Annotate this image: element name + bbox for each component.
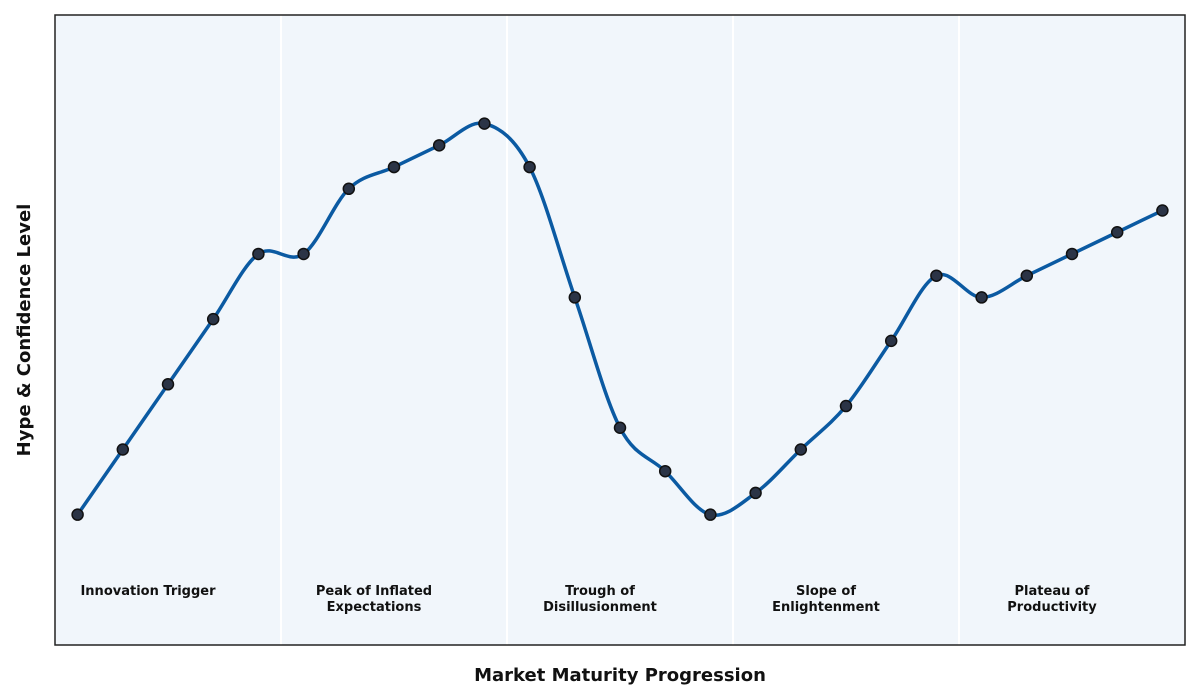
- phase-label: Slope of Enlightenment: [772, 584, 880, 615]
- data-point: [930, 269, 943, 282]
- data-point: [658, 464, 672, 478]
- data-markers: [71, 117, 1169, 521]
- data-point: [206, 312, 220, 326]
- phase-labels: Innovation Trigger Peak of Inflated Expect…: [80, 584, 1097, 615]
- data-point: [794, 443, 808, 456]
- data-point: [839, 399, 853, 413]
- plot-background: [55, 15, 1185, 645]
- data-point: [884, 334, 898, 348]
- x-axis-title: Market Maturity Progression: [474, 665, 766, 686]
- data-point: [1065, 247, 1079, 261]
- data-point: [749, 486, 762, 500]
- data-point: [1156, 204, 1169, 217]
- data-point: [432, 139, 446, 152]
- data-point: [975, 291, 988, 304]
- y-axis-title: Hype & Confidence Level: [14, 204, 35, 457]
- data-point: [1110, 225, 1124, 239]
- data-point: [568, 291, 582, 304]
- data-point: [478, 117, 491, 130]
- data-point: [161, 378, 175, 391]
- plot-area: [55, 15, 1185, 645]
- data-point: [252, 247, 265, 261]
- data-point: [1020, 269, 1034, 282]
- phase-label: Plateau of Productivity: [1007, 584, 1097, 615]
- data-point: [342, 182, 356, 196]
- plot-frame: [54, 14, 1186, 646]
- data-point: [704, 508, 717, 521]
- phase-label: Peak of Inflated Expectations: [316, 584, 432, 615]
- plot-border: [54, 14, 1186, 646]
- data-point: [297, 247, 310, 261]
- data-point: [71, 508, 84, 521]
- phase-dividers: [280, 15, 960, 645]
- data-point: [116, 443, 130, 456]
- data-point: [387, 160, 401, 174]
- data-point: [613, 421, 627, 435]
- data-point: [523, 160, 536, 174]
- phase-label: Trough of Disillusionment: [543, 584, 657, 615]
- phase-label: Innovation Trigger: [80, 584, 216, 599]
